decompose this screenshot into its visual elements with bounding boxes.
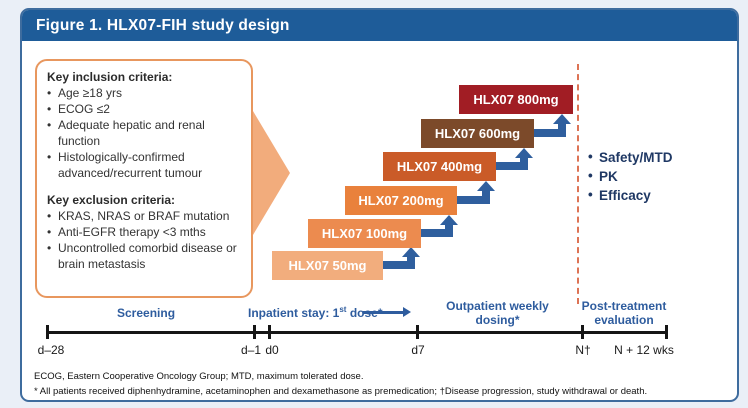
timeline-tick-d0 bbox=[268, 325, 271, 339]
step-arrow bbox=[445, 224, 453, 237]
step-arrow bbox=[419, 229, 453, 237]
step-arrow-head bbox=[440, 215, 458, 225]
figure-frame: Figure 1. HLX07-FIH study design Key inc… bbox=[20, 8, 739, 402]
exclusion-criteria-title: Key exclusion criteria: bbox=[47, 193, 176, 207]
step-arrow bbox=[532, 129, 566, 137]
timeline-tick-d-28 bbox=[46, 325, 49, 339]
footnote-abbreviations: ECOG, Eastern Cooperative Oncology Group… bbox=[34, 371, 364, 382]
tick-label-d0: d0 bbox=[265, 343, 279, 357]
inpatient-arrow bbox=[363, 311, 403, 314]
inclusion-item: Age ≥18 yrs bbox=[47, 85, 245, 101]
footnote-premedication: * All patients received diphenhydramine,… bbox=[34, 386, 648, 397]
tick-label-N12: N + 12 wks bbox=[614, 343, 674, 357]
endpoint-item: Efficacy bbox=[588, 185, 673, 205]
step-arrow bbox=[494, 162, 528, 170]
criteria-box: Key inclusion criteria: Age ≥18 yrs ECOG… bbox=[35, 59, 253, 298]
exclusion-item: Anti-EGFR therapy <3 mths bbox=[47, 224, 245, 240]
inclusion-item: Histologically-confirmed advanced/recurr… bbox=[47, 149, 245, 181]
inclusion-criteria-title: Key inclusion criteria: bbox=[47, 70, 173, 84]
figure-title: Figure 1. HLX07-FIH study design bbox=[36, 17, 290, 34]
exclusion-item: Uncontrolled comorbid disease or brain m… bbox=[47, 240, 245, 272]
right-arrow-shape bbox=[250, 106, 290, 240]
timeline-tick-d-1 bbox=[253, 325, 256, 339]
step-arrow bbox=[558, 123, 566, 137]
exclusion-item: KRAS, NRAS or BRAF mutation bbox=[47, 208, 245, 224]
step-arrow bbox=[482, 190, 490, 204]
endpoints-list: Safety/MTD PK Efficacy bbox=[588, 147, 673, 205]
step-arrow bbox=[407, 256, 415, 269]
step-arrow-head bbox=[515, 148, 533, 158]
tick-label-d-28: d–28 bbox=[37, 343, 65, 357]
phase-post-treatment: Post-treatment evaluation bbox=[581, 299, 667, 327]
figure-title-bar: Figure 1. HLX07-FIH study design bbox=[22, 10, 737, 41]
dashed-divider bbox=[577, 64, 579, 304]
phase-screening: Screening bbox=[117, 306, 176, 320]
step-arrow-head bbox=[477, 181, 495, 191]
tick-label-d7: d7 bbox=[411, 343, 425, 357]
dose-box-200mg: HLX07 200mg bbox=[345, 186, 457, 215]
timeline-axis bbox=[47, 331, 667, 334]
step-arrow bbox=[381, 261, 415, 269]
footnotes: ECOG, Eastern Cooperative Oncology Group… bbox=[34, 369, 729, 399]
tick-label-d-1: d–1 bbox=[240, 343, 262, 357]
dose-box-100mg: HLX07 100mg bbox=[308, 219, 421, 248]
inpatient-arrow-head bbox=[403, 307, 411, 317]
dose-box-800mg: HLX07 800mg bbox=[459, 85, 573, 114]
phase-outpatient: Outpatient weekly dosing* bbox=[446, 299, 549, 327]
dose-box-50mg: HLX07 50mg bbox=[272, 251, 383, 280]
dose-box-400mg: HLX07 400mg bbox=[383, 152, 496, 181]
dose-box-600mg: HLX07 600mg bbox=[421, 119, 534, 148]
tick-label-N: N† bbox=[575, 343, 591, 357]
endpoint-item: Safety/MTD bbox=[588, 147, 673, 167]
endpoint-item: PK bbox=[588, 166, 673, 186]
step-arrow bbox=[520, 157, 528, 170]
timeline-tick-d7 bbox=[416, 325, 419, 339]
step-arrow-head bbox=[553, 114, 571, 124]
step-arrow bbox=[455, 196, 490, 204]
inclusion-item: ECOG ≤2 bbox=[47, 101, 245, 117]
step-arrow-head bbox=[402, 247, 420, 257]
inclusion-item: Adequate hepatic and renal function bbox=[47, 117, 245, 149]
timeline-tick-N bbox=[581, 325, 584, 339]
timeline-tick-N12 bbox=[665, 325, 668, 339]
